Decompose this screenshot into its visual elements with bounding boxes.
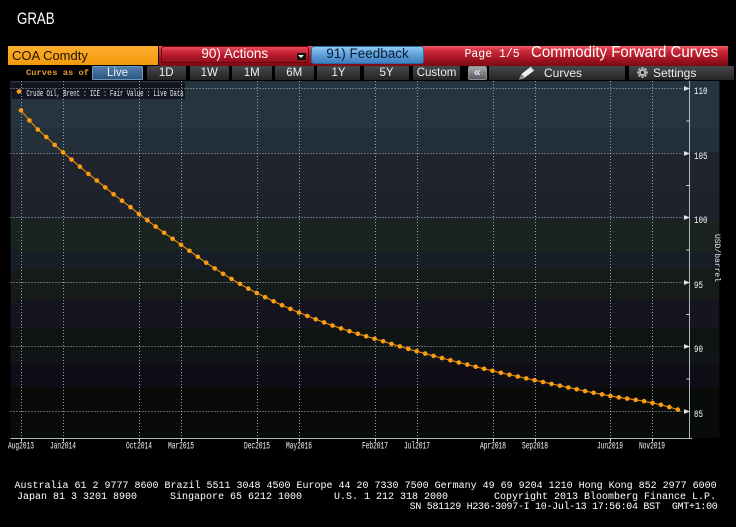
svg-text:90: 90 — [694, 345, 703, 356]
svg-text:Mar2015: Mar2015 — [168, 442, 194, 453]
svg-text:100: 100 — [694, 216, 708, 227]
svg-text:Apr2018: Apr2018 — [480, 442, 506, 453]
svg-text:Nov2019: Nov2019 — [639, 442, 665, 453]
svg-text:105: 105 — [694, 152, 708, 163]
svg-text:Jun2019: Jun2019 — [597, 442, 623, 453]
svg-text:Jul2017: Jul2017 — [404, 441, 430, 453]
svg-text:85: 85 — [694, 410, 703, 421]
svg-text:Jan2014: Jan2014 — [50, 442, 76, 453]
svg-text:Crude Oil, Brent : ICE : Fair: Crude Oil, Brent : ICE : Fair Value : Li… — [27, 89, 184, 99]
svg-text:Dec2015: Dec2015 — [244, 442, 270, 453]
svg-text:Aug2013: Aug2013 — [8, 442, 34, 453]
svg-text:May2016: May2016 — [286, 442, 312, 453]
svg-text:Oct2014: Oct2014 — [126, 442, 152, 453]
svg-text:USD/barrel: USD/barrel — [712, 234, 721, 282]
svg-text:110: 110 — [694, 87, 708, 98]
svg-text:Feb2017: Feb2017 — [362, 441, 388, 453]
svg-text:95: 95 — [694, 281, 703, 292]
svg-text:Sep2018: Sep2018 — [522, 442, 548, 453]
